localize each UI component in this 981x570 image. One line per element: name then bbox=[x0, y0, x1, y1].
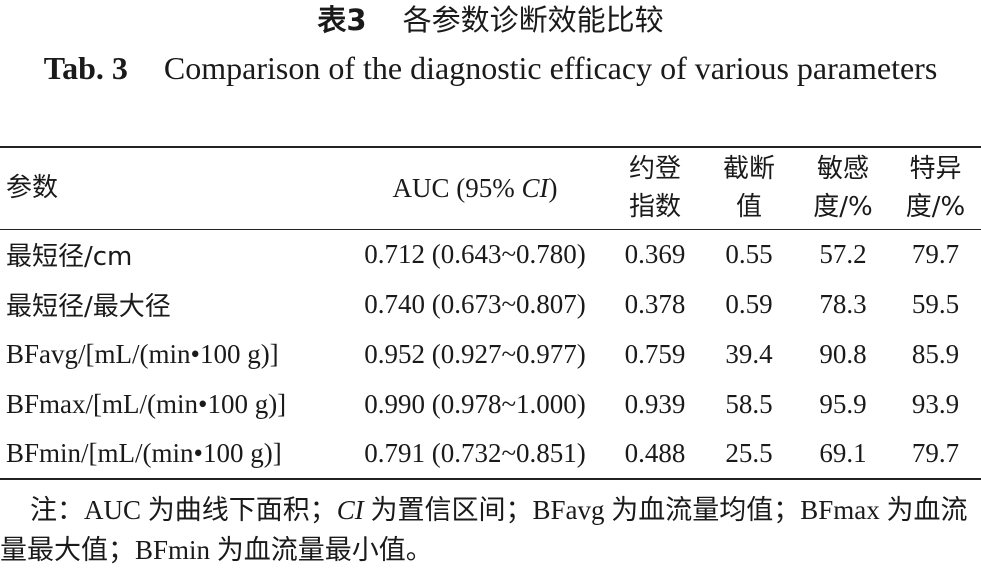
header-auc-prefix: AUC (95% bbox=[392, 173, 522, 204]
cell-sensitivity: 69.1 bbox=[819, 438, 867, 468]
table-row: 最短径/最大径 0.740 (0.673~0.807) 0.378 0.59 7… bbox=[0, 279, 981, 329]
header-specificity: 特异度/% bbox=[890, 147, 981, 229]
cell-youden: 0.378 bbox=[624, 288, 686, 319]
cell-sensitivity: 95.9 bbox=[819, 388, 867, 419]
header-youden-index: 约登 指数 bbox=[608, 147, 702, 229]
header-specificity-line1: 特异 bbox=[909, 154, 962, 185]
header-cutoff-line1: 截断 bbox=[722, 154, 775, 185]
header-parameter: 参数 bbox=[6, 173, 59, 204]
table-caption-en: Comparison of the diagnostic efficacy of… bbox=[163, 50, 938, 86]
footnote-part2: 为置信区间；BFavg 为血流量均值；BFmax 为血流量最大值；BFmin 为… bbox=[0, 495, 968, 565]
cell-specificity: 79.7 bbox=[911, 438, 960, 468]
table-title-chinese: 表3 各参数诊断效能比较 bbox=[0, 0, 981, 40]
cell-specificity: 59.5 bbox=[911, 288, 960, 319]
cell-sensitivity: 57.2 bbox=[819, 238, 867, 269]
cell-specificity: 93.9 bbox=[911, 388, 960, 419]
header-sensitivity-line1: 敏感 bbox=[816, 154, 869, 185]
cell-specificity: 79.7 bbox=[911, 238, 960, 269]
footnote-ci: CI bbox=[336, 495, 364, 525]
table-row: BFavg/[mL/(min•100 g)] 0.952 (0.927~0.97… bbox=[0, 329, 981, 379]
cell-cutoff: 0.59 bbox=[725, 288, 773, 319]
header-sensitivity: 敏感度/% bbox=[796, 147, 890, 229]
table-footnote: 注：AUC 为曲线下面积；CI 为置信区间；BFavg 为血流量均值；BFmax… bbox=[0, 490, 981, 570]
table-caption-cn: 各参数诊断效能比较 bbox=[402, 3, 664, 37]
header-auc-ci: CI bbox=[521, 173, 549, 204]
cell-cutoff: 25.5 bbox=[725, 438, 773, 468]
cell-youden: 0.488 bbox=[624, 438, 686, 468]
table-number-en: Tab. 3 bbox=[43, 50, 128, 86]
table-number-cn: 表3 bbox=[317, 3, 367, 37]
cell-parameter: BFavg/[mL/(min•100 g)] bbox=[6, 338, 279, 369]
cell-parameter: BFmax/[mL/(min•100 g)] bbox=[6, 388, 287, 419]
table-header: 参数 AUC (95% CI) 约登指数 截断值 敏感度/% 特异度/% bbox=[0, 147, 981, 229]
header-youden-line2: 指数 bbox=[628, 192, 681, 223]
cell-specificity: 85.9 bbox=[911, 338, 960, 369]
header-cutoff-line2: 值 bbox=[735, 192, 762, 223]
header-auc: AUC (95% CI) bbox=[342, 147, 608, 229]
header-auc-suffix: ) bbox=[548, 173, 558, 204]
diagnostic-efficacy-table: 参数 AUC (95% CI) 约登指数 截断值 敏感度/% 特异度/% 最短径… bbox=[0, 146, 981, 480]
cell-parameter: BFmin/[mL/(min•100 g)] bbox=[6, 438, 282, 468]
cell-auc: 0.740 (0.673~0.807) bbox=[364, 288, 586, 319]
table-row: 最短径/cm 0.712 (0.643~0.780) 0.369 0.55 57… bbox=[0, 229, 981, 279]
cell-auc: 0.952 (0.927~0.977) bbox=[364, 338, 586, 369]
header-row: 参数 AUC (95% CI) 约登指数 截断值 敏感度/% 特异度/% bbox=[0, 147, 981, 229]
table-title-english: Tab. 3 Comparison of the diagnostic effic… bbox=[30, 46, 951, 90]
table-body: 最短径/cm 0.712 (0.643~0.780) 0.369 0.55 57… bbox=[0, 229, 981, 479]
footnote-part1: 注：AUC 为曲线下面积； bbox=[30, 495, 337, 525]
header-youden-line1: 约登 bbox=[628, 154, 681, 185]
cell-auc: 0.990 (0.978~1.000) bbox=[364, 388, 586, 419]
cell-cutoff: 58.5 bbox=[725, 388, 773, 419]
header-specificity-line2: 度/% bbox=[905, 192, 966, 223]
table-row: BFmin/[mL/(min•100 g)] 0.791 (0.732~0.85… bbox=[0, 429, 981, 479]
header-sensitivity-line2: 度/% bbox=[813, 192, 873, 223]
cell-auc: 0.712 (0.643~0.780) bbox=[364, 238, 586, 269]
header-cutoff: 截断值 bbox=[702, 147, 796, 229]
cell-cutoff: 0.55 bbox=[725, 238, 773, 269]
cell-auc: 0.791 (0.732~0.851) bbox=[364, 438, 586, 468]
cell-youden: 0.759 bbox=[624, 338, 686, 369]
cell-cutoff: 39.4 bbox=[725, 338, 773, 369]
cell-sensitivity: 90.8 bbox=[819, 338, 867, 369]
cell-parameter: 最短径/cm bbox=[6, 241, 133, 272]
cell-youden: 0.369 bbox=[624, 238, 686, 269]
cell-youden: 0.939 bbox=[624, 388, 686, 419]
cell-sensitivity: 78.3 bbox=[819, 288, 867, 319]
cell-parameter: 最短径/最大径 bbox=[6, 291, 171, 322]
table-row: BFmax/[mL/(min•100 g)] 0.990 (0.978~1.00… bbox=[0, 379, 981, 429]
